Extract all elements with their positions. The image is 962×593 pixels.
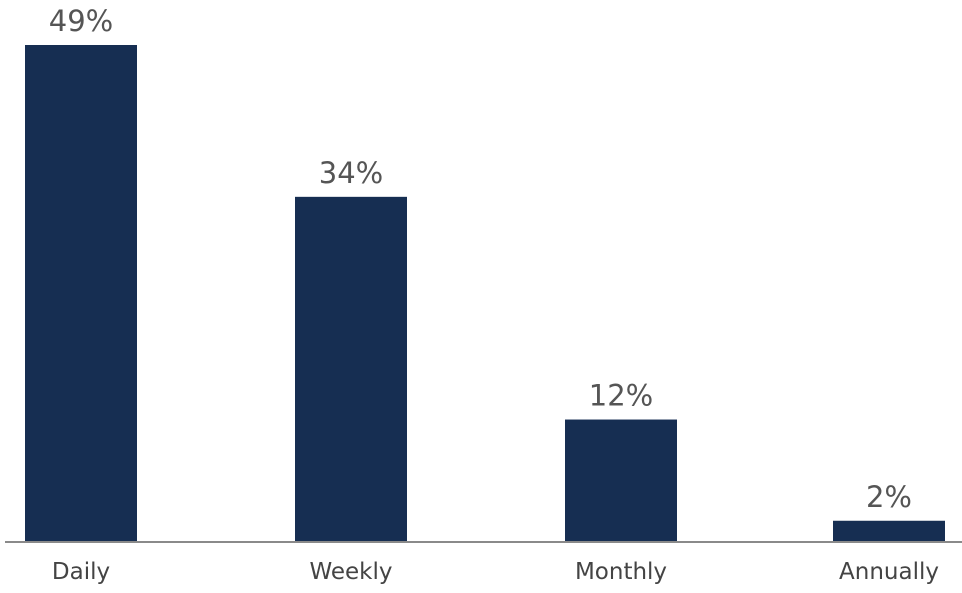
tick-label-weekly: Weekly: [309, 559, 392, 585]
tick-labels-group: Daily Weekly Monthly Annually: [52, 559, 939, 585]
bar-daily: [25, 45, 137, 541]
bar-weekly: [295, 196, 407, 541]
value-label-weekly: 34%: [319, 156, 383, 190]
value-label-annually: 2%: [866, 480, 912, 514]
value-label-daily: 49%: [49, 4, 113, 38]
value-labels-group: 49% 34% 12% 2%: [49, 4, 912, 514]
bars-group: [25, 45, 945, 541]
tick-label-monthly: Monthly: [575, 559, 667, 585]
bar-annually: [833, 520, 945, 541]
tick-label-annually: Annually: [839, 559, 939, 585]
bar-monthly: [565, 419, 677, 541]
value-label-monthly: 12%: [589, 379, 653, 413]
tick-label-daily: Daily: [52, 559, 110, 585]
